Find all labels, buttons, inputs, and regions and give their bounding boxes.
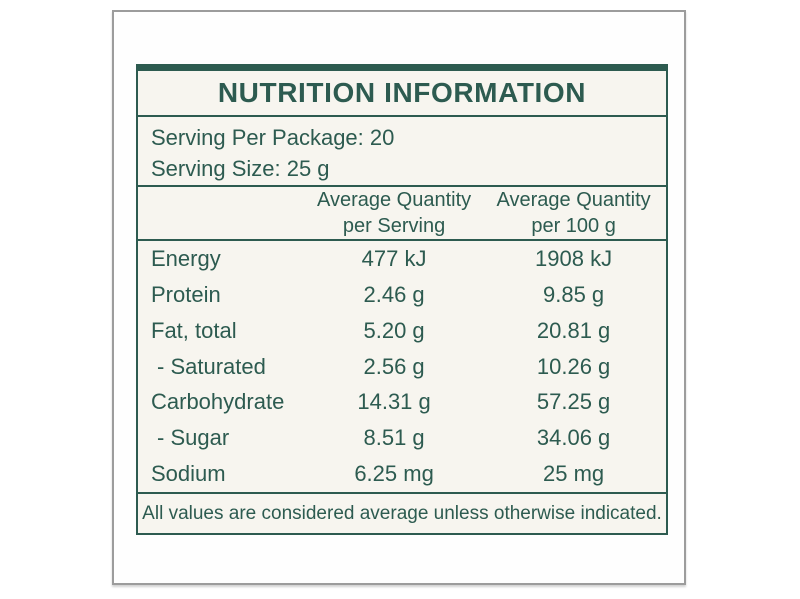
nutrition-label: NUTRITION INFORMATION Serving Per Packag… <box>136 64 668 535</box>
nutrient-per-100g: 9.85 g <box>543 281 605 307</box>
nutrient-per-100g: 57.25 g <box>536 389 611 415</box>
nutrient-per-100g: 20.81 g <box>536 317 611 343</box>
nutrient-per-serving: 2.46 g <box>363 281 425 307</box>
serving-size: Serving Size: 25 g <box>151 156 330 181</box>
nutrient-per-serving: 477 kJ <box>361 245 427 271</box>
label-card: NUTRITION INFORMATION Serving Per Packag… <box>112 10 686 585</box>
serving-section: Serving Per Package: 20 Serving Size: 25… <box>138 117 666 187</box>
nutrient-name: - Saturated <box>157 353 266 379</box>
column-header-per-100g: Average Quantity per 100 g <box>496 189 651 237</box>
label-title: NUTRITION INFORMATION <box>217 77 587 108</box>
nutrient-row: Carbohydrate 14.31 g 57.25 g <box>138 384 666 420</box>
nutrient-per-100g: 34.06 g <box>536 425 611 451</box>
nutrient-row: Protein 2.46 g 9.85 g <box>138 277 666 313</box>
nutrient-per-serving: 14.31 g <box>357 389 431 415</box>
nutrient-row: - Sugar 8.51 g 34.06 g <box>138 420 666 456</box>
nutrient-per-serving: 8.51 g <box>363 425 425 451</box>
nutrient-per-serving: 2.56 g <box>363 353 425 379</box>
nutrient-name: Fat, total <box>151 317 237 343</box>
nutrient-name: Energy <box>151 245 221 271</box>
label-title-bar: NUTRITION INFORMATION <box>138 71 666 117</box>
nutrient-row: Fat, total 5.20 g 20.81 g <box>138 313 666 349</box>
column-header-row: Average Quantity per Serving Average Qua… <box>138 187 666 241</box>
nutrient-name: Protein <box>151 281 221 307</box>
nutrient-name: Sodium <box>151 461 226 487</box>
nutrient-per-100g: 25 mg <box>543 461 605 487</box>
column-header-per-serving: Average Quantity per Serving <box>316 189 472 237</box>
nutrient-per-serving: 6.25 mg <box>354 461 434 487</box>
nutrient-row: Energy 477 kJ 1908 kJ <box>138 241 666 277</box>
footnote: All values are considered average unless… <box>138 492 666 533</box>
nutrient-name: Carbohydrate <box>151 389 285 415</box>
nutrient-row: Sodium 6.25 mg 25 mg <box>138 456 666 492</box>
nutrient-name: - Sugar <box>157 425 230 451</box>
nutrient-rows: Energy 477 kJ 1908 kJ Protein 2.46 g 9.8… <box>138 241 666 492</box>
nutrient-per-serving: 5.20 g <box>363 317 425 343</box>
serving-per-package: Serving Per Package: 20 <box>151 125 395 150</box>
nutrient-per-100g: 1908 kJ <box>535 245 613 271</box>
nutrient-per-100g: 10.26 g <box>536 353 611 379</box>
nutrient-row: - Saturated 2.56 g 10.26 g <box>138 349 666 385</box>
